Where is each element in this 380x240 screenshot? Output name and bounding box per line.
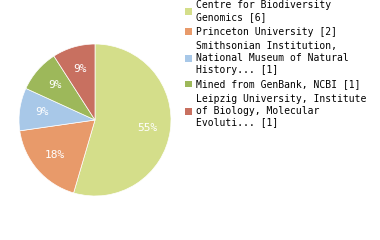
Text: 9%: 9%: [36, 108, 49, 117]
Text: 9%: 9%: [73, 64, 87, 74]
Text: 9%: 9%: [48, 80, 62, 90]
Wedge shape: [54, 44, 95, 120]
Wedge shape: [74, 44, 171, 196]
Wedge shape: [19, 88, 95, 131]
Wedge shape: [20, 120, 95, 193]
Legend: Centre for Biodiversity
Genomics [6], Princeton University [2], Smithsonian Inst: Centre for Biodiversity Genomics [6], Pr…: [185, 0, 366, 127]
Wedge shape: [26, 56, 95, 120]
Text: 18%: 18%: [45, 150, 65, 160]
Text: 55%: 55%: [138, 123, 158, 132]
